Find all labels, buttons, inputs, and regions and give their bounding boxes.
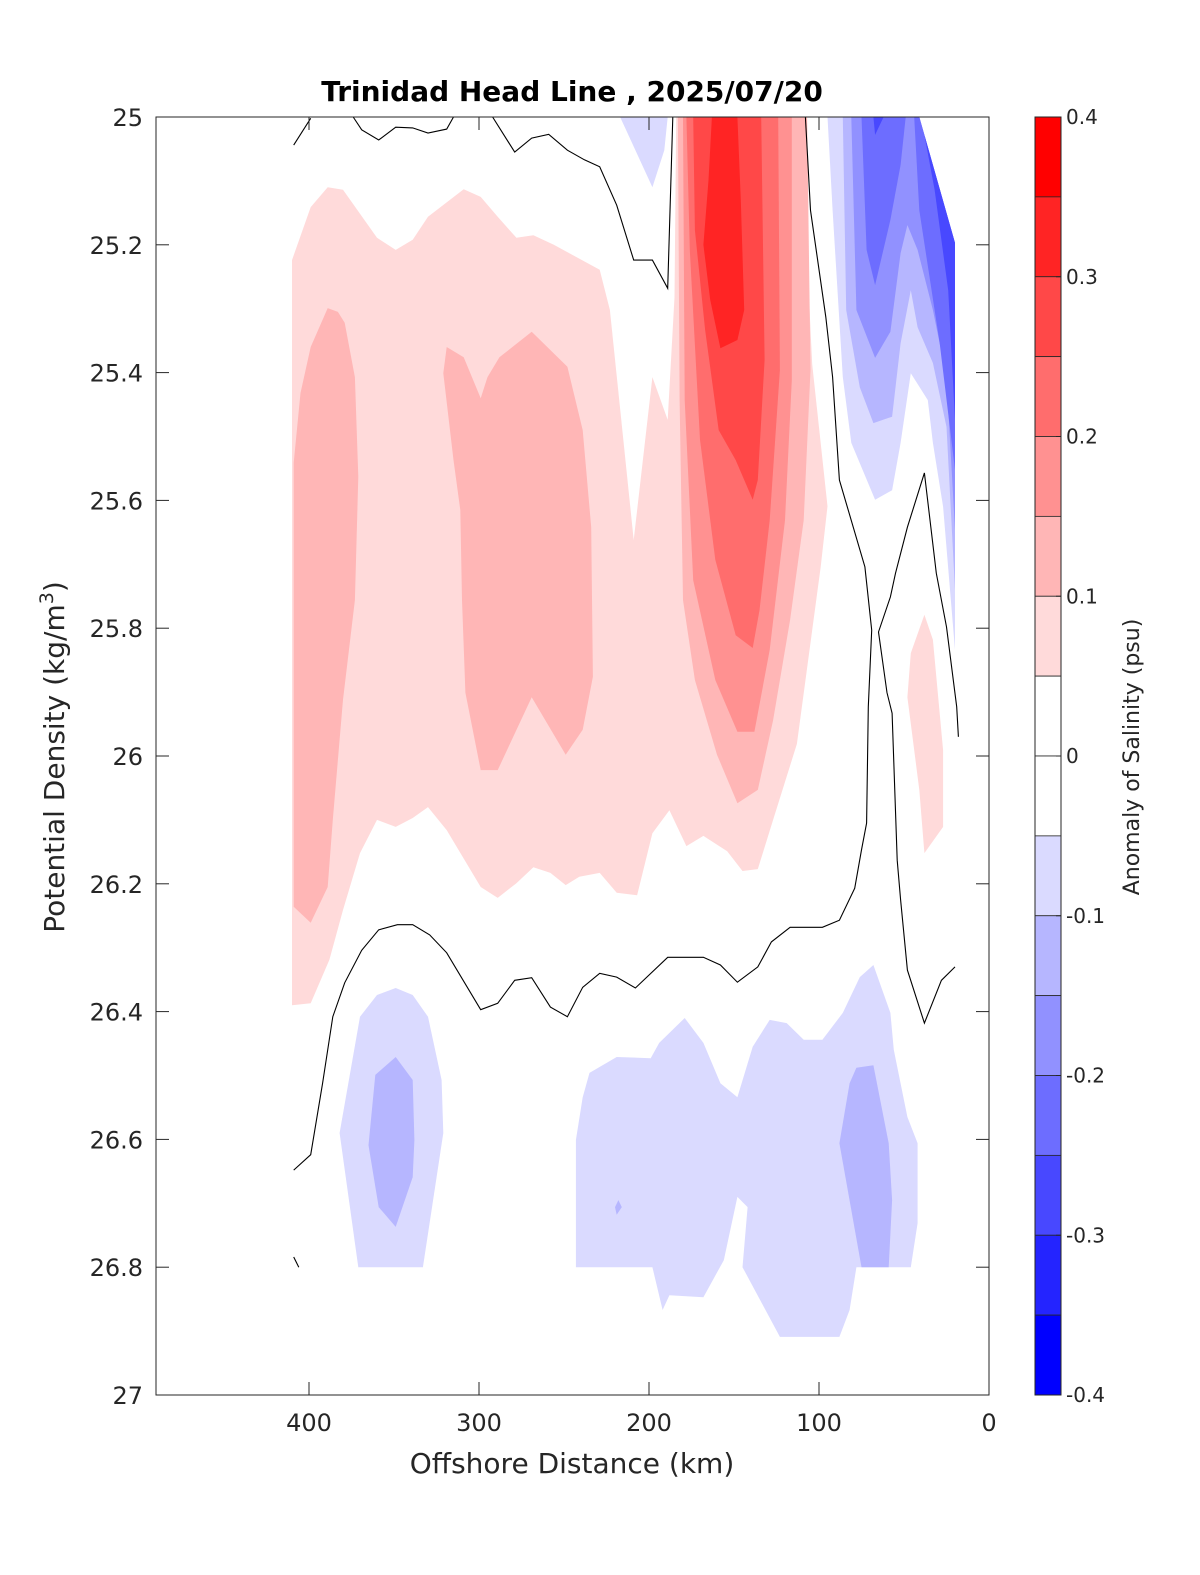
- zero-contour-lines: [293, 116, 959, 1268]
- colorbar-tick-label: 0.3: [1066, 265, 1098, 289]
- colorbar-band: [1034, 995, 1062, 1076]
- colorbar-tick-label: 0.4: [1066, 105, 1098, 129]
- contour-fill-negative-anomaly-0.25-nearshore-b: [873, 117, 884, 135]
- y-tick-label: 26.2: [90, 871, 143, 899]
- x-axis-label: Offshore Distance (km): [410, 1447, 735, 1480]
- colorbar-band: [1034, 116, 1062, 198]
- contour-fill-negative-anomaly-0.2-nearshore-a: [861, 117, 906, 286]
- contour-fill-positive-anomaly-0.05-nearshore: [907, 614, 944, 854]
- y-axis-label: Potential Density (kg/m3): [36, 581, 71, 933]
- contour-fill-negative-anomaly-0.05-offshore-top: [620, 117, 668, 188]
- y-tick-label: 25.2: [90, 232, 143, 260]
- colorbar-tick-label: 0.1: [1066, 584, 1098, 608]
- zero-contour-deep-west: [293, 1256, 300, 1268]
- contour-fill-negative-anomaly-0.1-deep-east: [839, 1065, 893, 1268]
- colorbar-band: [1034, 356, 1062, 437]
- colorbar-band: [1034, 1154, 1062, 1236]
- y-tick-label: 25: [112, 104, 143, 132]
- colorbar-band: [1034, 1075, 1062, 1156]
- y-axis-label-superscript: 3: [36, 592, 58, 604]
- y-tick-label: 25.4: [90, 360, 143, 388]
- colorbar-tick-label: -0.3: [1066, 1223, 1105, 1247]
- chart-title: Trinidad Head Line , 2025/07/20: [321, 75, 823, 108]
- colorbar-tick-label: 0.2: [1066, 425, 1098, 449]
- y-tick-label: 27: [112, 1382, 143, 1410]
- contour-fill-negative-anomaly-0.1-deep-west: [368, 1057, 415, 1227]
- colorbar-tick-label: 0: [1066, 744, 1079, 768]
- colorbar-tick-label: -0.2: [1066, 1064, 1105, 1088]
- x-tick-label: 100: [796, 1409, 842, 1437]
- plot-frame: [155, 116, 990, 1396]
- zero-contour-main: [293, 116, 873, 1171]
- y-tick-label: 26.6: [90, 1126, 143, 1154]
- axis-ticks: 400 300 200 100 0 25 25.2 25.4 25.6 25.8 26 26.2 26.…: [90, 104, 997, 1437]
- colorbar-band: [1034, 755, 1062, 837]
- colorbar-band: [1034, 915, 1062, 997]
- x-tick-label: 400: [286, 1409, 332, 1437]
- y-tick-label: 26.4: [90, 999, 143, 1027]
- colorbar-band: [1034, 436, 1062, 517]
- y-tick-label: 25.6: [90, 487, 143, 515]
- contour-fill-negative-anomaly-0.05-deep-east: [575, 965, 918, 1337]
- y-tick-label: 25.8: [90, 615, 143, 643]
- y-axis-label-text: Potential Density (kg/m: [38, 604, 71, 933]
- x-tick-label: 0: [981, 1409, 996, 1437]
- contour-fill-negative-anomaly-0.2-nearshore-b: [914, 117, 955, 470]
- colorbar-band: [1034, 675, 1062, 757]
- colorbar-tick-label: -0.4: [1066, 1383, 1105, 1407]
- contour-fill-positive-anomaly-0.3-core: [703, 117, 745, 349]
- zero-contour-top-east: [492, 116, 674, 291]
- colorbar-tick-label: -0.1: [1066, 904, 1105, 928]
- contour-fills: [292, 117, 955, 1337]
- x-tick-label: 300: [456, 1409, 502, 1437]
- colorbar-label: Anomaly of Salinity (psu): [1120, 619, 1145, 896]
- colorbar-band: [1034, 835, 1062, 917]
- colorbar-band: [1034, 276, 1062, 358]
- contour-fill-negative-anomaly-0.1-deep-spot: [615, 1200, 622, 1215]
- x-tick-label: 200: [626, 1409, 672, 1437]
- y-axis-label-close: ): [38, 581, 71, 592]
- zero-contour-top-west: [293, 118, 312, 146]
- colorbar-band: [1034, 595, 1062, 677]
- y-tick-label: 26.8: [90, 1254, 143, 1282]
- zero-contour-nearshore: [877, 472, 959, 1025]
- contour-fill-positive-anomaly-0.1-west: [293, 308, 359, 923]
- colorbar-band: [1034, 196, 1062, 278]
- colorbar-band: [1034, 515, 1062, 597]
- contour-fill-positive-anomaly-0.1-middle: [443, 331, 593, 771]
- contour-fill-negative-anomaly-0.25-nearshore-a: [919, 117, 955, 420]
- y-tick-label: 26: [112, 743, 143, 771]
- colorbar: 0.4 0.3 0.2 0.1 0 -0.1 -0.2 -0.3 -0.4: [1034, 105, 1105, 1407]
- colorbar-band: [1034, 1234, 1062, 1316]
- zero-contour-top-middle: [352, 116, 454, 141]
- colorbar-band: [1034, 1314, 1062, 1396]
